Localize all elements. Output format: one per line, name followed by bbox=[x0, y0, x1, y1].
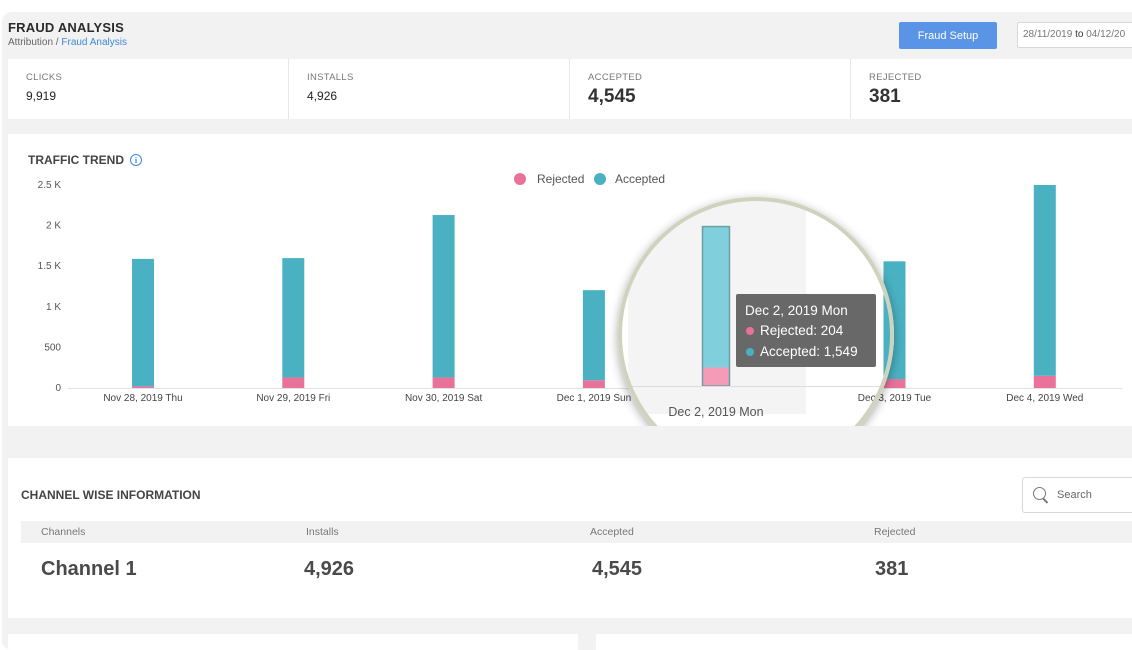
bar-rejected bbox=[582, 380, 605, 388]
channel-wise-card: CHANNEL WISE INFORMATION Search Channels… bbox=[8, 458, 1132, 618]
x-tick-label: Nov 28, 2019 Thu bbox=[103, 393, 182, 404]
table-header: Channels Installs Accepted Rejected bbox=[21, 521, 1132, 543]
date-range-picker[interactable]: 28/11/2019 to 04/12/20 bbox=[1017, 22, 1132, 48]
y-tick-label: 1 K bbox=[46, 302, 61, 313]
column-header-rejected[interactable]: Rejected bbox=[874, 526, 916, 538]
cell-accepted: 4,545 bbox=[592, 558, 643, 580]
bar-accepted bbox=[1033, 185, 1056, 376]
bar-rejected bbox=[1033, 375, 1056, 388]
date-from: 28/11/2019 bbox=[1023, 29, 1073, 40]
cell-rejected: 381 bbox=[875, 558, 909, 580]
bar-rejected bbox=[883, 379, 906, 388]
stat-accepted: ACCEPTED 4,545 bbox=[570, 59, 852, 119]
breadcrumb: Attribution / Fraud Analysis bbox=[8, 37, 127, 48]
tooltip-accepted-text: Accepted: 1,549 bbox=[760, 344, 858, 359]
stat-value: 4,926 bbox=[307, 89, 338, 103]
x-tick-label: Dec 1, 2019 Sun bbox=[557, 393, 632, 404]
info-icon[interactable]: i bbox=[130, 154, 142, 166]
legend-marker-accepted bbox=[594, 173, 606, 185]
bar-accepted-under-lens bbox=[883, 261, 892, 380]
search-box[interactable]: Search bbox=[1022, 477, 1132, 513]
x-tick-label: Nov 29, 2019 Fri bbox=[256, 393, 330, 404]
tooltip-title: Dec 2, 2019 Mon bbox=[745, 303, 848, 318]
breadcrumb-root[interactable]: Attribution bbox=[8, 37, 54, 48]
bar-accepted bbox=[582, 290, 605, 381]
bar-rejected bbox=[132, 386, 154, 388]
fraud-setup-button[interactable]: Fraud Setup bbox=[899, 22, 997, 49]
search-icon bbox=[1033, 487, 1049, 503]
bottom-card-left bbox=[8, 634, 578, 650]
stat-clicks: CLICKS 9,919 bbox=[8, 59, 290, 119]
date-to: 04/12/20 bbox=[1086, 29, 1126, 40]
stat-value: 9,919 bbox=[26, 89, 57, 103]
stat-installs: INSTALLS 4,926 bbox=[289, 59, 571, 119]
bottom-card-right bbox=[596, 634, 1132, 650]
stat-value: 381 bbox=[869, 86, 901, 107]
column-header-accepted[interactable]: Accepted bbox=[590, 526, 634, 538]
page-title: FRAUD ANALYSIS bbox=[8, 20, 124, 35]
legend-marker-rejected bbox=[514, 173, 526, 185]
stat-value: 4,545 bbox=[588, 86, 636, 107]
stat-label: CLICKS bbox=[26, 72, 63, 83]
column-header-channels[interactable]: Channels bbox=[41, 526, 86, 538]
table-row[interactable]: Channel 1 4,926 4,545 381 bbox=[21, 553, 1132, 583]
bar-accepted bbox=[282, 258, 305, 378]
bar-accepted bbox=[432, 215, 455, 378]
stat-label: INSTALLS bbox=[307, 72, 354, 83]
bar-rejected bbox=[282, 377, 305, 388]
traffic-trend-card: TRAFFIC TREND i 0 500 1 K 1.5 K 2 K 2.5 K Reje… bbox=[8, 134, 1132, 426]
bar-rejected bbox=[432, 377, 455, 388]
date-to-word: to bbox=[1075, 29, 1084, 40]
app-shell: FRAUD ANALYSIS Attribution / Fraud Analy… bbox=[2, 12, 1132, 650]
channel-section-title: CHANNEL WISE INFORMATION bbox=[21, 488, 201, 502]
magnifier-rim bbox=[618, 197, 894, 426]
search-input[interactable]: Search bbox=[1057, 489, 1092, 501]
traffic-trend-chart: 0 500 1 K 1.5 K 2 K 2.5 K Rejected Accepted Nov … bbox=[38, 172, 1122, 426]
tooltip-accepted-marker bbox=[746, 348, 754, 356]
legend-label-rejected: Rejected bbox=[537, 172, 584, 186]
tooltip-rejected-marker bbox=[746, 327, 754, 335]
y-tick-label: 2 K bbox=[46, 221, 61, 232]
bar-accepted bbox=[132, 258, 154, 387]
x-tick-label: Dec 3, 2019 Tue bbox=[858, 393, 932, 404]
stat-rejected: REJECTED 381 bbox=[851, 59, 1132, 119]
breadcrumb-current[interactable]: Fraud Analysis bbox=[61, 37, 127, 48]
stats-bar: CLICKS 9,919 INSTALLS 4,926 ACCEPTED 4,5… bbox=[8, 59, 1132, 119]
tooltip-box bbox=[736, 294, 876, 367]
legend-label-accepted: Accepted bbox=[615, 172, 665, 186]
x-tick-label: Nov 30, 2019 Sat bbox=[405, 393, 482, 404]
traffic-trend-title: TRAFFIC TREND i bbox=[28, 153, 142, 167]
y-tick-label: 2.5 K bbox=[38, 180, 62, 191]
traffic-trend-label: TRAFFIC TREND bbox=[28, 153, 124, 167]
stat-label: REJECTED bbox=[869, 72, 922, 83]
y-tick-label: 1.5 K bbox=[38, 261, 62, 272]
column-header-installs[interactable]: Installs bbox=[306, 526, 339, 538]
breadcrumb-separator: / bbox=[53, 37, 62, 48]
tooltip-rejected-text: Rejected: 204 bbox=[760, 323, 844, 338]
magnified-bar-rejected bbox=[702, 367, 730, 386]
stat-label: ACCEPTED bbox=[588, 72, 643, 83]
y-tick-label: 500 bbox=[44, 342, 61, 353]
cell-channel: Channel 1 bbox=[41, 558, 137, 580]
y-tick-label: 0 bbox=[55, 383, 61, 394]
magnified-bar-accepted bbox=[702, 226, 730, 368]
cell-installs: 4,926 bbox=[304, 558, 355, 580]
magnified-x-tick-label: Dec 2, 2019 Mon bbox=[668, 405, 763, 419]
x-tick-label: Dec 4, 2019 Wed bbox=[1006, 393, 1083, 404]
